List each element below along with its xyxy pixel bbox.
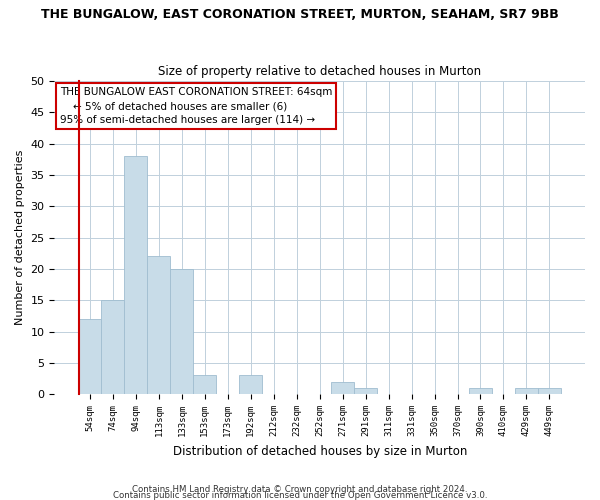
Bar: [331, 382, 354, 394]
Bar: [469, 388, 492, 394]
Bar: [101, 300, 124, 394]
Bar: [148, 256, 170, 394]
Bar: [538, 388, 561, 394]
Text: Contains HM Land Registry data © Crown copyright and database right 2024.: Contains HM Land Registry data © Crown c…: [132, 484, 468, 494]
Y-axis label: Number of detached properties: Number of detached properties: [15, 150, 25, 326]
Bar: [170, 269, 193, 394]
Text: THE BUNGALOW, EAST CORONATION STREET, MURTON, SEAHAM, SR7 9BB: THE BUNGALOW, EAST CORONATION STREET, MU…: [41, 8, 559, 20]
Title: Size of property relative to detached houses in Murton: Size of property relative to detached ho…: [158, 66, 481, 78]
Text: THE BUNGALOW EAST CORONATION STREET: 64sqm
    ← 5% of detached houses are small: THE BUNGALOW EAST CORONATION STREET: 64s…: [60, 88, 332, 126]
X-axis label: Distribution of detached houses by size in Murton: Distribution of detached houses by size …: [173, 444, 467, 458]
Bar: [124, 156, 148, 394]
Bar: [515, 388, 538, 394]
Text: Contains public sector information licensed under the Open Government Licence v3: Contains public sector information licen…: [113, 490, 487, 500]
Bar: [354, 388, 377, 394]
Bar: [193, 376, 217, 394]
Bar: [79, 319, 101, 394]
Bar: [239, 376, 262, 394]
